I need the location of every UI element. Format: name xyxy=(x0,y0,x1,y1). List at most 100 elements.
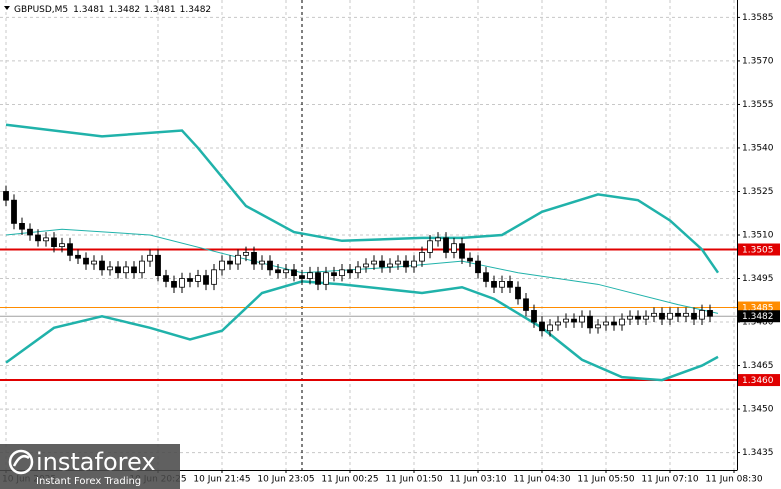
candle-body xyxy=(411,260,417,268)
candle-body xyxy=(235,254,241,265)
candle-body xyxy=(139,260,145,274)
y-tick-label: 1.3525 xyxy=(742,187,774,197)
candle-body xyxy=(187,278,193,282)
candle-body xyxy=(563,318,569,323)
candle-body xyxy=(539,321,545,332)
y-tick-label: 1.3555 xyxy=(742,100,774,110)
x-tick-label: 11 Jun 08:30 xyxy=(705,475,762,485)
candle-body xyxy=(91,260,97,265)
candle-body xyxy=(619,318,625,326)
candle-body xyxy=(699,310,705,320)
watermark: instaforex Instant Forex Trading xyxy=(0,444,180,489)
candle-body xyxy=(635,315,641,320)
candle-body xyxy=(43,237,49,242)
y-tick-label: 1.3480 xyxy=(742,318,774,328)
candle-body xyxy=(523,298,529,311)
candle-body xyxy=(507,281,513,288)
candle-body xyxy=(707,310,713,317)
candle-body xyxy=(387,263,393,268)
candle-body xyxy=(51,237,57,248)
last-price-label: 1.3482 xyxy=(742,312,774,322)
candle-body xyxy=(547,324,553,332)
candle-body xyxy=(483,272,489,282)
candle-body xyxy=(195,275,201,282)
header-high: 1.3482 xyxy=(109,5,141,15)
candle-body xyxy=(83,257,89,265)
levels xyxy=(0,248,737,382)
y-tick-label: 1.3510 xyxy=(742,231,774,241)
candle-body xyxy=(691,312,697,320)
candle-body xyxy=(395,260,401,265)
candle-body xyxy=(67,243,73,256)
last-price-box xyxy=(738,310,780,323)
candle-body xyxy=(443,237,449,253)
candle-body xyxy=(211,269,217,285)
candle-body xyxy=(347,269,353,274)
candle-body xyxy=(475,260,481,274)
candle-body xyxy=(571,318,577,323)
candle-body xyxy=(131,266,137,274)
candles xyxy=(3,185,713,337)
y-tick-label: 1.3540 xyxy=(742,143,774,153)
watermark-tagline: Instant Forex Trading xyxy=(36,476,141,487)
candle-body xyxy=(283,269,289,274)
x-tick-label: 10 Jun 23:05 xyxy=(257,475,314,485)
indicator-line xyxy=(5,123,720,274)
candle-body xyxy=(59,243,65,248)
candle-body xyxy=(643,315,649,320)
candle-body xyxy=(147,254,153,262)
price-labels: 1.3505 1.3485 1.3460 1.3482 xyxy=(738,243,780,387)
candle-body xyxy=(163,275,169,282)
x-tick-label: 11 Jun 04:30 xyxy=(513,475,570,485)
candle-body xyxy=(659,312,665,320)
header-close: 1.3482 xyxy=(180,5,212,15)
x-tick-label: 11 Jun 01:50 xyxy=(385,475,442,485)
candle-body xyxy=(579,315,585,323)
y-tick-label: 1.3570 xyxy=(742,56,774,66)
candle-body xyxy=(451,243,457,253)
y-tick-label: 1.3450 xyxy=(742,405,774,415)
candle-body xyxy=(107,266,113,271)
candle-body xyxy=(371,260,377,265)
candle-body xyxy=(307,272,313,279)
candle-body xyxy=(627,315,633,320)
candle-body xyxy=(515,286,521,300)
watermark-logo-swoosh xyxy=(12,455,30,467)
x-tick-label: 11 Jun 00:25 xyxy=(321,475,378,485)
candle-body xyxy=(595,324,601,329)
header-open: 1.3481 xyxy=(73,5,105,15)
header: GBPUSD,M5 1.3481 1.3482 1.3481 1.3482 xyxy=(4,5,211,15)
x-tick-label: 11 Jun 03:10 xyxy=(449,475,506,485)
level-box xyxy=(738,243,780,256)
candle-body xyxy=(19,222,25,230)
candle-body xyxy=(27,228,33,236)
candle-body xyxy=(267,260,273,271)
candle-body xyxy=(499,281,505,288)
candle-body xyxy=(3,191,9,201)
candle-body xyxy=(219,260,225,271)
x-tick-label: 11 Jun 05:50 xyxy=(577,475,634,485)
candle-body xyxy=(427,240,433,253)
candle-body xyxy=(251,252,257,265)
candle-body xyxy=(611,321,617,326)
y-tick-label: 1.3495 xyxy=(742,274,774,284)
candle-body xyxy=(275,269,281,274)
level-label: 1.3505 xyxy=(742,246,774,256)
candle-body xyxy=(171,281,177,288)
candle-body xyxy=(435,237,441,242)
candle-body xyxy=(459,243,465,259)
candle-body xyxy=(299,275,305,279)
candle-body xyxy=(467,257,473,262)
candle-body xyxy=(667,312,673,320)
candle-body xyxy=(75,254,81,259)
candle-body xyxy=(123,266,129,274)
y-tick-label: 1.3585 xyxy=(742,13,774,23)
candle-body xyxy=(35,234,41,242)
candle-body xyxy=(379,260,385,268)
watermark-brand: instaforex xyxy=(36,448,156,476)
level-label: 1.3460 xyxy=(742,376,774,386)
candle-body xyxy=(363,263,369,268)
level-box xyxy=(738,374,780,387)
